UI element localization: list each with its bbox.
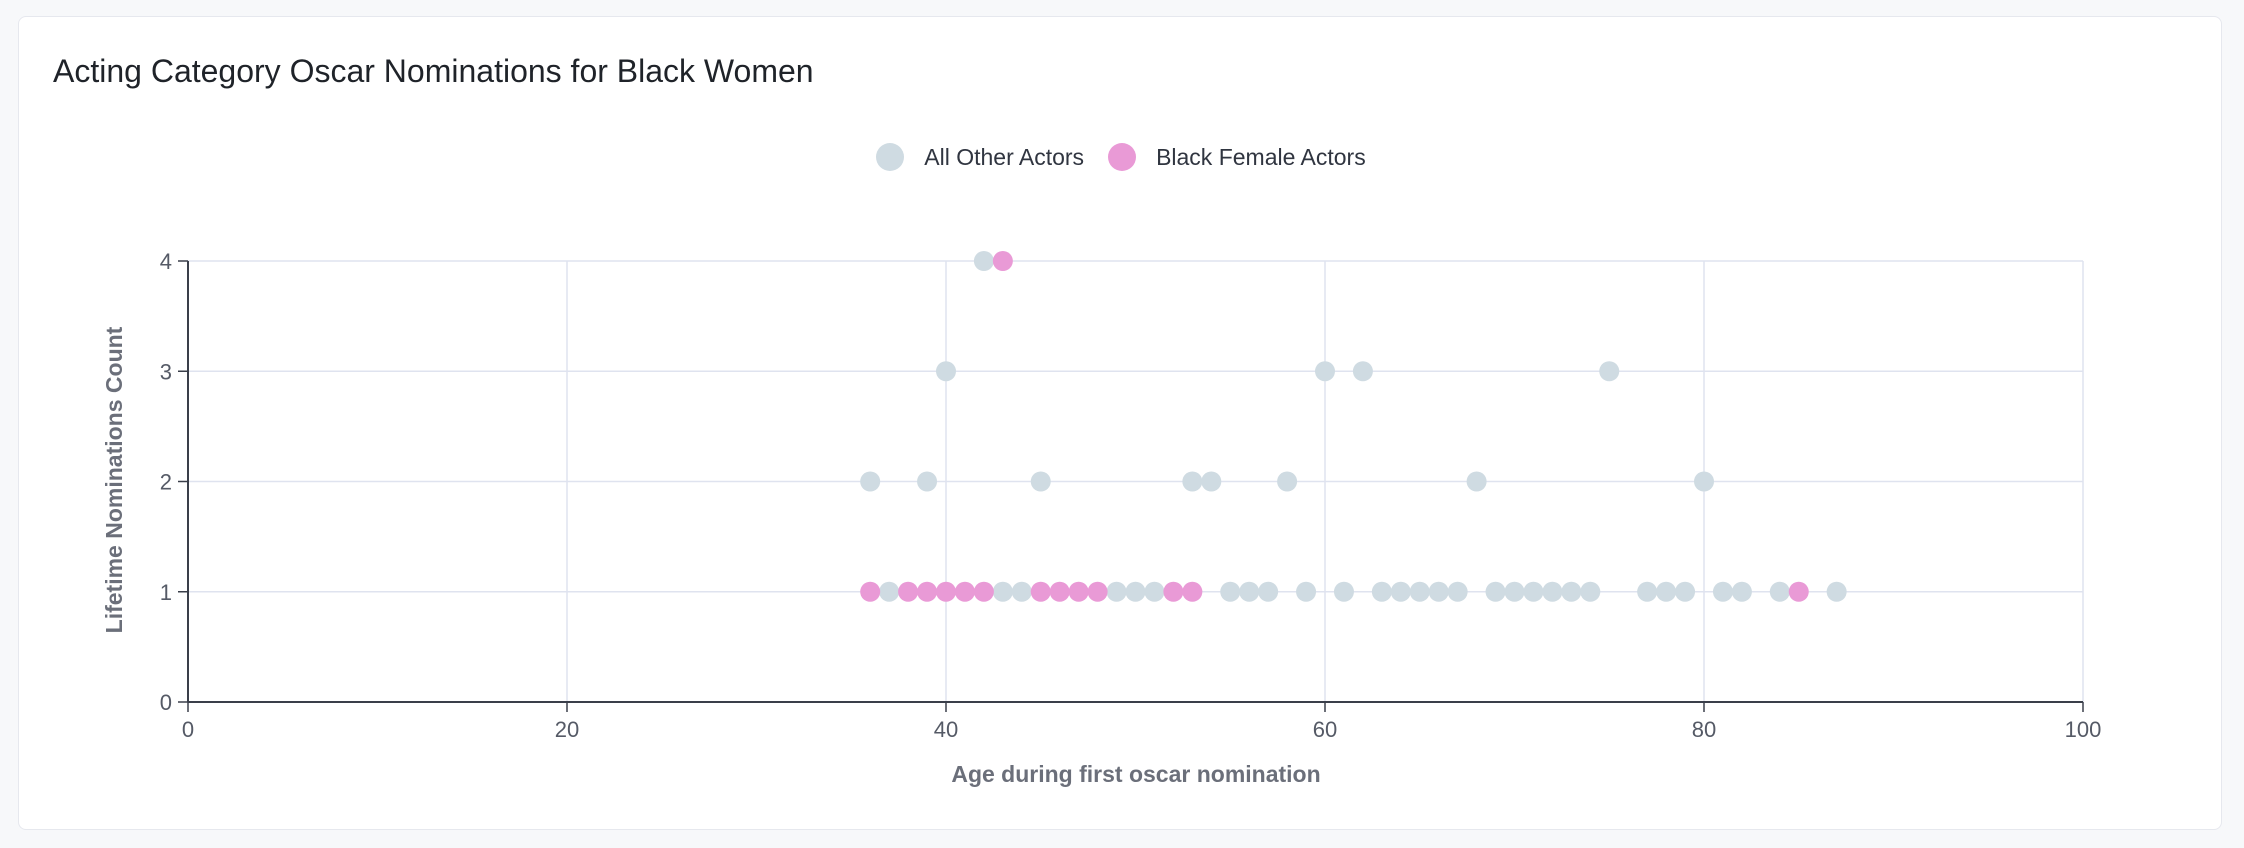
grid-lines	[188, 260, 2084, 702]
point-all-other-actors	[879, 581, 900, 602]
point-all-other-actors	[1826, 581, 1847, 602]
point-black-female-actors	[954, 581, 975, 602]
point-all-other-actors	[936, 361, 956, 382]
legend-label-black-female: Black Female Actors	[1156, 143, 1366, 170]
point-all-other-actors	[1011, 581, 1032, 602]
point-all-other-actors	[1220, 581, 1241, 602]
legend-label-other: All Other Actors	[924, 143, 1085, 170]
point-all-other-actors	[1277, 471, 1298, 492]
point-all-other-actors	[1675, 581, 1696, 602]
y-tick-label: 4	[160, 249, 172, 274]
point-all-other-actors	[1485, 581, 1506, 602]
point-black-female-actors	[1030, 581, 1051, 602]
point-all-other-actors	[1561, 581, 1582, 602]
scatter-plot: 0 20 40 60 80 100 0 1 2 3 4 Age during first oscar…	[101, 249, 2102, 787]
chart-card: Acting Category Oscar Nominations for Bl…	[18, 16, 2222, 830]
data-points	[860, 251, 1847, 602]
chart-title: Acting Category Oscar Nominations for Bl…	[53, 53, 814, 89]
x-tick-label: 0	[182, 717, 194, 742]
point-all-other-actors	[1542, 581, 1563, 602]
point-all-other-actors	[1447, 581, 1468, 602]
point-all-other-actors	[1712, 581, 1733, 602]
point-all-other-actors	[1371, 581, 1392, 602]
point-all-other-actors	[1599, 361, 1620, 382]
legend-item-all-other-actors[interactable]: All Other Actors	[876, 143, 1084, 171]
point-all-other-actors	[1694, 471, 1714, 492]
point-black-female-actors	[898, 581, 919, 602]
point-all-other-actors	[1390, 581, 1411, 602]
y-tick-label: 2	[160, 470, 172, 495]
point-all-other-actors	[1731, 581, 1752, 602]
point-all-other-actors	[1296, 581, 1317, 602]
point-all-other-actors	[1504, 581, 1525, 602]
point-black-female-actors	[1068, 581, 1089, 602]
point-all-other-actors	[1352, 361, 1373, 382]
point-all-other-actors	[860, 471, 881, 492]
point-black-female-actors	[1788, 581, 1809, 602]
point-all-other-actors	[1428, 581, 1449, 602]
y-tick-label: 0	[160, 690, 172, 715]
point-black-female-actors	[973, 581, 994, 602]
y-axis-label: Lifetime Nominations Count	[101, 326, 127, 633]
point-black-female-actors	[1163, 581, 1184, 602]
point-all-other-actors	[1125, 581, 1146, 602]
point-all-other-actors	[1106, 581, 1127, 602]
point-all-other-actors	[1201, 471, 1222, 492]
point-all-other-actors	[1315, 361, 1335, 382]
point-all-other-actors	[1523, 581, 1544, 602]
point-all-other-actors	[1637, 581, 1658, 602]
point-all-other-actors	[1580, 581, 1601, 602]
point-all-other-actors	[1409, 581, 1430, 602]
x-tick-label: 40	[934, 717, 958, 742]
point-all-other-actors	[1466, 471, 1487, 492]
point-all-other-actors	[973, 251, 994, 271]
point-all-other-actors	[1182, 471, 1203, 492]
point-all-other-actors	[1030, 471, 1051, 492]
point-black-female-actors	[917, 581, 938, 602]
legend-swatch-black-female	[1108, 143, 1137, 171]
point-black-female-actors	[1087, 581, 1108, 602]
point-black-female-actors	[1182, 581, 1203, 602]
chart-legend: All Other Actors Black Female Actors	[19, 143, 2223, 171]
x-tick-label: 60	[1313, 717, 1337, 742]
y-tick-label: 1	[160, 580, 172, 605]
y-tick-label: 3	[160, 359, 172, 384]
point-all-other-actors	[1656, 581, 1677, 602]
x-tick-label: 100	[2065, 717, 2102, 742]
point-all-other-actors	[1144, 581, 1165, 602]
point-black-female-actors	[992, 251, 1013, 271]
point-all-other-actors	[1239, 581, 1260, 602]
axes: 0 20 40 60 80 100 0 1 2 3 4	[160, 249, 2102, 742]
x-tick-label: 80	[1692, 717, 1716, 742]
point-all-other-actors	[1333, 581, 1354, 602]
point-all-other-actors	[992, 581, 1013, 602]
point-black-female-actors	[936, 581, 956, 602]
legend-swatch-other	[876, 143, 905, 171]
point-all-other-actors	[917, 471, 938, 492]
point-all-other-actors	[1769, 581, 1790, 602]
legend-item-black-female-actors[interactable]: Black Female Actors	[1108, 143, 1366, 171]
point-all-other-actors	[1258, 581, 1279, 602]
point-black-female-actors	[1049, 581, 1070, 602]
x-axis-label: Age during first oscar nomination	[951, 761, 1320, 787]
point-black-female-actors	[860, 581, 881, 602]
x-tick-label: 20	[555, 717, 579, 742]
